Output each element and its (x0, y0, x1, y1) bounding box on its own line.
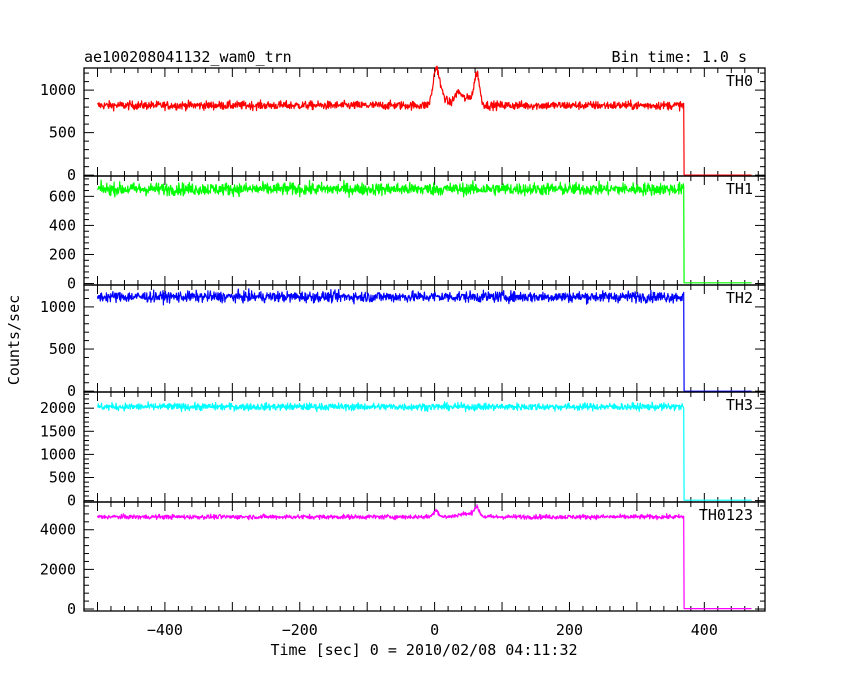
y-tick-label: 1000 (40, 298, 76, 316)
panel-frame (83, 501, 766, 612)
y-tick-label: 1500 (40, 422, 76, 440)
panel-label: TH3 (726, 396, 753, 414)
y-tick-label: 400 (49, 216, 76, 234)
y-tick-label: 0 (67, 600, 76, 618)
y-tick-label: 1000 (40, 81, 76, 99)
x-tick-label: −400 (147, 621, 183, 639)
y-tick-label: 600 (49, 187, 76, 205)
panel-label: TH0 (726, 72, 753, 90)
y-tick-label: 4000 (40, 521, 76, 539)
series-line-th0 (97, 65, 752, 176)
panel-th1: 0 200 400 600 TH1 (49, 175, 766, 293)
x-tick-label: 0 (430, 621, 439, 639)
x-tick-label: 200 (556, 621, 583, 639)
y-tick-label: 500 (49, 340, 76, 358)
y-tick-label: 0 (67, 492, 76, 510)
series-line-th1 (96, 179, 752, 284)
bin-time-label: Bin time: 1.0 s (612, 48, 747, 66)
chart-title: ae100208041132_wam0_trn (84, 48, 292, 66)
y-tick-label: 2000 (40, 399, 76, 417)
panel-label: TH2 (726, 289, 753, 307)
x-tick-label: −200 (282, 621, 318, 639)
y-tick-label: 0 (67, 275, 76, 293)
y-tick-label: 500 (49, 469, 76, 487)
panel-label: TH0123 (699, 506, 753, 524)
y-tick-label: 200 (49, 245, 76, 263)
y-tick-label: 0 (67, 166, 76, 184)
y-tick-label: 1000 (40, 445, 76, 463)
x-axis-label: Time [sec] 0 = 2010/02/08 04:11:32 (270, 641, 577, 659)
panel-label: TH1 (726, 180, 753, 198)
x-tick-label: 400 (691, 621, 718, 639)
y-tick-label: 0 (67, 382, 76, 400)
y-axis-label: Counts/sec (5, 295, 23, 385)
panel-frame (83, 67, 766, 177)
series-line-th0123 (96, 504, 752, 610)
panel-th0123: 0 2000 4000 TH0123 (40, 501, 766, 618)
series-line-th2 (96, 288, 752, 392)
y-tick-label: 500 (49, 124, 76, 142)
panel-th2: 0 500 1000 TH2 (40, 284, 766, 400)
series-line-th3 (96, 401, 752, 501)
panel-th3: 0 500 1000 1500 2000 TH3 (40, 391, 766, 510)
panel-th0: 0 500 1000 TH0 (40, 65, 766, 184)
y-tick-label: 2000 (40, 560, 76, 578)
panels-group: 0 500 1000 TH0 0 200 400 600 TH1 0 500 1000 TH2 0 500 1… (40, 65, 766, 639)
